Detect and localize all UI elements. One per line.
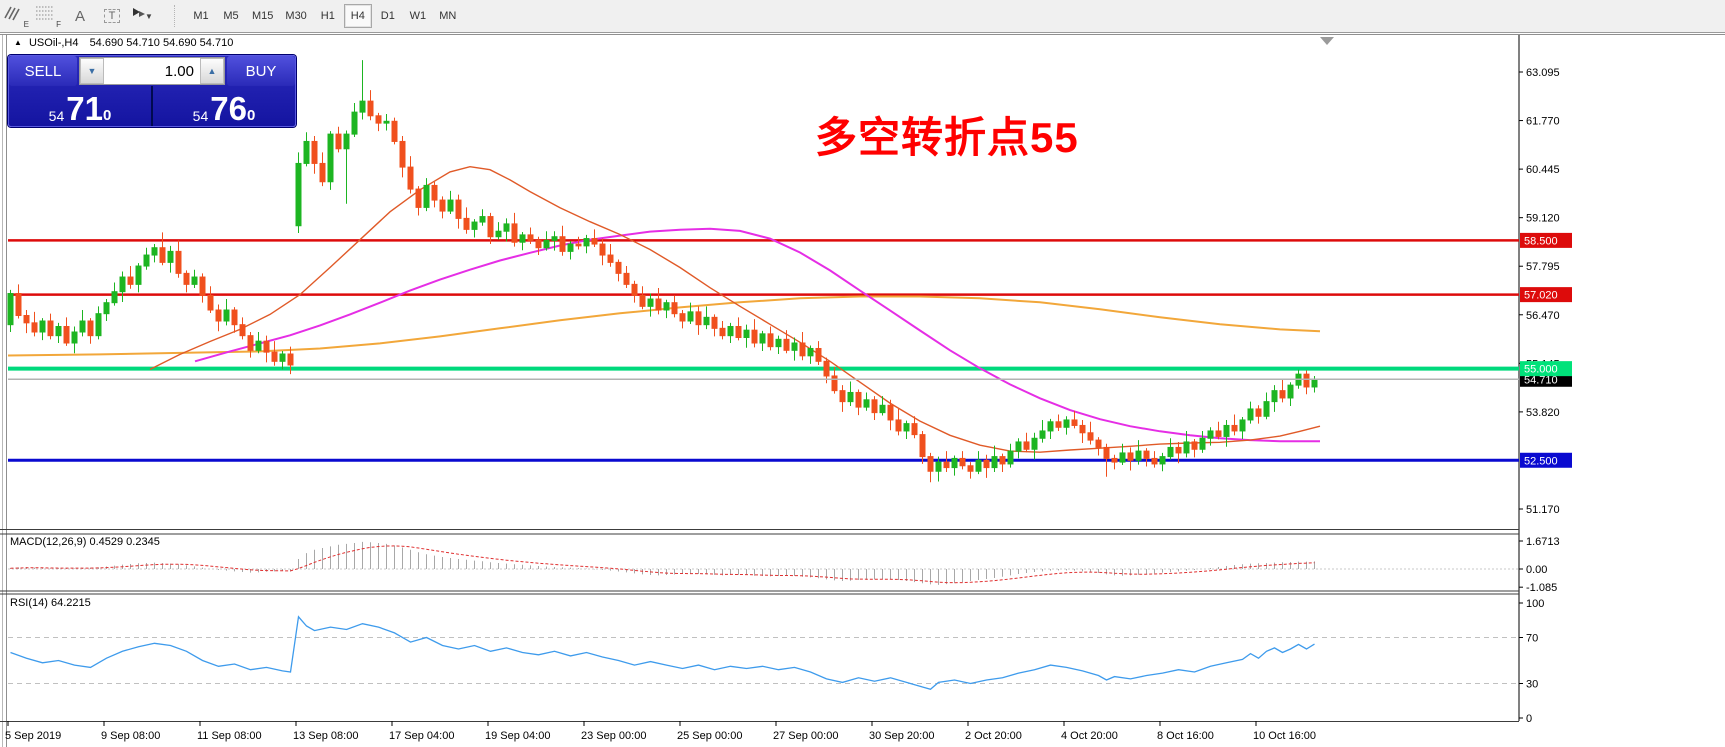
candles[interactable] xyxy=(7,60,1318,483)
svg-text:30: 30 xyxy=(1526,679,1538,691)
macd-signal-line xyxy=(10,545,1315,584)
symbol-period-label: USOil-,H4 xyxy=(28,37,79,49)
volume-decrease-button[interactable]: ▼ xyxy=(80,58,104,84)
text-label-icon[interactable]: A xyxy=(74,7,85,25)
horizontal-levels[interactable] xyxy=(8,239,1519,462)
svg-text:23 Sep 00:00: 23 Sep 00:00 xyxy=(581,730,646,742)
rsi-pane-label: RSI(14) 64.2215 xyxy=(10,597,91,609)
svg-text:19 Sep 04:00: 19 Sep 04:00 xyxy=(485,730,550,742)
svg-text:8 Oct 16:00: 8 Oct 16:00 xyxy=(1157,730,1214,742)
rsi-line xyxy=(10,615,1315,691)
arrows-dropdown-icon[interactable]: ▼ xyxy=(131,4,165,28)
hatch-pattern-icon[interactable]: E xyxy=(3,4,29,29)
ma-fast-line xyxy=(149,165,1321,453)
timeframe-button-d1[interactable]: D1 xyxy=(380,10,395,22)
sell-price-sup: 0 xyxy=(102,107,112,124)
svg-text:5 Sep 2019: 5 Sep 2019 xyxy=(5,730,61,742)
timeframe-button-h4[interactable]: H4 xyxy=(343,4,372,28)
buy-price-big: 76 xyxy=(210,89,247,127)
svg-text:0.00: 0.00 xyxy=(1526,564,1547,576)
timeframe-button-h1[interactable]: H1 xyxy=(320,10,335,22)
text-box-icon[interactable]: T xyxy=(99,4,125,28)
timeframe-button-m5[interactable]: M5 xyxy=(223,10,239,22)
sell-button[interactable]: SELL xyxy=(9,56,77,86)
svg-text:61.770: 61.770 xyxy=(1526,116,1560,128)
svg-text:-1.085: -1.085 xyxy=(1526,582,1557,594)
svg-text:57.795: 57.795 xyxy=(1526,261,1560,273)
svg-text:54.710: 54.710 xyxy=(1524,374,1558,386)
svg-text:10 Oct 16:00: 10 Oct 16:00 xyxy=(1253,730,1316,742)
chart-symbol-title: ▲ USOil-,H4 54.690 54.710 54.690 54.710 xyxy=(14,37,233,49)
level-tag-58.500: 58.500 xyxy=(1520,232,1572,248)
level-tag-52.500: 52.500 xyxy=(1520,452,1572,468)
timeframe-button-w1[interactable]: W1 xyxy=(409,10,427,22)
one-click-trade-panel: SELL ▼ 1.00 ▲ BUY 54 71 0 54 76 0 xyxy=(8,55,296,127)
svg-text:100: 100 xyxy=(1526,598,1544,610)
svg-text:63.095: 63.095 xyxy=(1526,67,1560,79)
volume-value[interactable]: 1.00 xyxy=(164,62,194,80)
svg-text:55.000: 55.000 xyxy=(1524,364,1558,376)
svg-text:11 Sep 08:00: 11 Sep 08:00 xyxy=(197,730,262,742)
timeframe-button-m15[interactable]: M15 xyxy=(252,10,274,22)
svg-text:2 Oct 20:00: 2 Oct 20:00 xyxy=(965,730,1022,742)
buy-price-small: 54 xyxy=(192,108,209,124)
chart-shift-triangle-icon[interactable] xyxy=(1320,37,1334,45)
top-toolbar: E F A T ▼ M1 M5 M15 M30 H1 H4 D1 W1 MN xyxy=(0,0,1725,33)
chart-annotation-text: 多空转折点55 xyxy=(815,114,1079,161)
svg-text:57.020: 57.020 xyxy=(1524,290,1558,302)
grid-dots-icon[interactable]: F xyxy=(36,6,61,29)
toolbar-separator xyxy=(174,5,180,27)
svg-text:17 Sep 04:00: 17 Sep 04:00 xyxy=(389,730,454,742)
svg-text:53.820: 53.820 xyxy=(1526,407,1560,419)
svg-text:51.170: 51.170 xyxy=(1526,504,1560,516)
svg-text:30 Sep 20:00: 30 Sep 20:00 xyxy=(869,730,934,742)
svg-text:60.445: 60.445 xyxy=(1526,164,1560,176)
svg-text:59.120: 59.120 xyxy=(1526,213,1560,225)
macd-histogram xyxy=(10,541,1315,585)
sell-price-big: 71 xyxy=(66,89,103,127)
svg-text:27 Sep 00:00: 27 Sep 00:00 xyxy=(773,730,838,742)
timeframe-button-group: M1 M5 M15 M30 H1 H4 D1 W1 MN xyxy=(186,4,463,28)
sell-price-small: 54 xyxy=(48,108,65,124)
svg-text:25 Sep 00:00: 25 Sep 00:00 xyxy=(677,730,742,742)
symbol-marker-icon: ▲ xyxy=(14,38,22,47)
window-left-edge xyxy=(2,35,3,747)
rsi-axis-labels: 100 70 30 0 xyxy=(1519,598,1544,725)
window-left-edge-inner xyxy=(6,35,7,747)
buy-button[interactable]: BUY xyxy=(227,56,295,86)
level-tag-55.000: 55.000 xyxy=(1520,361,1572,377)
buy-price-sup: 0 xyxy=(246,107,256,124)
ma-mid-line xyxy=(194,227,1320,443)
svg-text:56.470: 56.470 xyxy=(1526,310,1560,322)
sell-price-quote[interactable]: 54 71 0 xyxy=(9,86,153,126)
svg-text:70: 70 xyxy=(1526,633,1538,645)
svg-text:1.6713: 1.6713 xyxy=(1526,536,1560,548)
svg-text:52.500: 52.500 xyxy=(1524,455,1558,467)
ohlc-quote-label: 54.690 54.710 54.690 54.710 xyxy=(89,37,234,49)
volume-increase-button[interactable]: ▲ xyxy=(200,58,224,84)
time-axis-labels: 5 Sep 2019 9 Sep 08:00 11 Sep 08:00 13 Sep … xyxy=(5,721,1316,742)
svg-text:4 Oct 20:00: 4 Oct 20:00 xyxy=(1061,730,1118,742)
buy-price-quote[interactable]: 54 76 0 xyxy=(153,86,295,126)
level-tag-57.020: 57.020 xyxy=(1520,287,1572,303)
timeframe-button-m30[interactable]: M30 xyxy=(285,10,307,22)
svg-text:9 Sep 08:00: 9 Sep 08:00 xyxy=(101,730,160,742)
svg-text:13 Sep 08:00: 13 Sep 08:00 xyxy=(293,730,358,742)
volume-stepper: ▼ 1.00 ▲ xyxy=(79,57,225,85)
macd-axis-labels: 1.6713 0.00 -1.085 xyxy=(1519,536,1560,594)
svg-text:0: 0 xyxy=(1526,713,1532,725)
svg-text:58.500: 58.500 xyxy=(1524,235,1558,247)
timeframe-button-m1[interactable]: M1 xyxy=(193,10,209,22)
macd-pane-label: MACD(12,26,9) 0.4529 0.2345 xyxy=(10,536,160,548)
timeframe-button-mn[interactable]: MN xyxy=(439,10,457,22)
